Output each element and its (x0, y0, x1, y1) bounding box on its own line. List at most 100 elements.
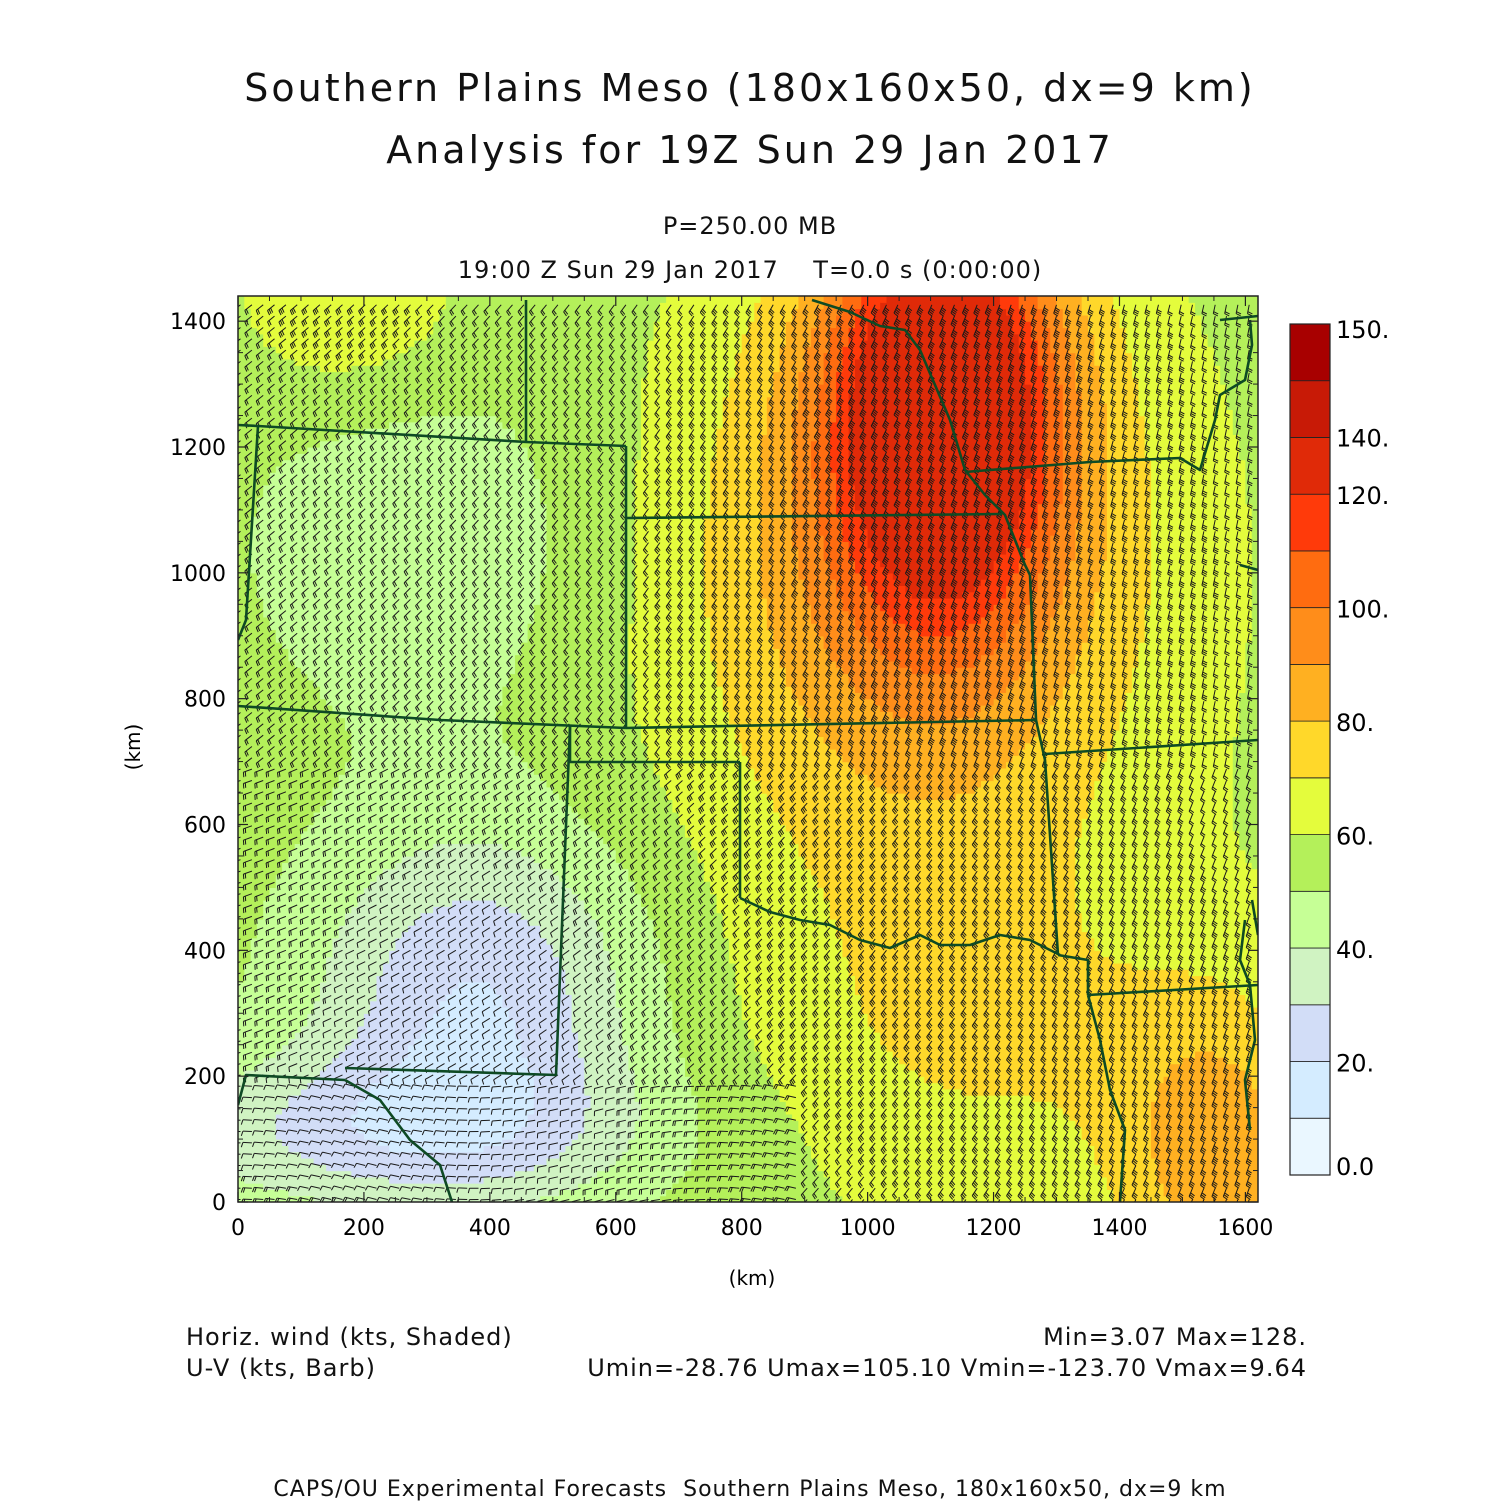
field-cell (295, 434, 302, 441)
field-cell (244, 1189, 251, 1196)
field-cell (307, 988, 314, 995)
field-cell (307, 787, 314, 794)
field-cell (295, 353, 302, 360)
field-cell (332, 1070, 339, 1077)
field-cell (238, 321, 245, 328)
field-cell (276, 957, 283, 964)
field-cell (307, 1001, 314, 1008)
field-cell (257, 806, 264, 813)
field-cell (270, 1051, 277, 1058)
field-cell (251, 642, 258, 649)
field-cell (295, 579, 302, 586)
field-cell (276, 296, 283, 303)
field-cell (307, 447, 314, 454)
field-cell (332, 598, 339, 605)
field-cell (332, 1013, 339, 1020)
field-cell (270, 944, 277, 951)
field-cell (282, 932, 289, 939)
field-cell (282, 636, 289, 643)
field-cell (282, 906, 289, 913)
field-cell (251, 346, 258, 353)
field-cell (270, 963, 277, 970)
field-cell (276, 1089, 283, 1096)
field-cell (257, 774, 264, 781)
field-cell (251, 957, 258, 964)
field-cell (270, 598, 277, 605)
field-cell (326, 1057, 333, 1064)
field-cell (295, 856, 302, 863)
field-cell (332, 1145, 339, 1152)
field-cell (276, 1189, 283, 1196)
field-cell (282, 774, 289, 781)
field-cell (251, 787, 258, 794)
field-cell (238, 736, 245, 743)
field-cell (263, 611, 270, 618)
field-cell (326, 485, 333, 492)
field-cell (307, 850, 314, 857)
field-cell (295, 913, 302, 920)
field-cell (295, 1145, 302, 1152)
field-cell (320, 296, 327, 303)
field-cell (307, 296, 314, 303)
field-cell (301, 541, 308, 548)
field-cell (307, 674, 314, 681)
field-cell (332, 831, 339, 838)
field-cell (295, 799, 302, 806)
field-cell (238, 397, 245, 404)
field-cell (301, 460, 308, 467)
field-cell (295, 969, 302, 976)
field-cell (314, 1057, 321, 1064)
field-cell (257, 831, 264, 838)
field-cell (295, 378, 302, 385)
field-cell (270, 932, 277, 939)
field-cell (244, 1145, 251, 1152)
field-cell (295, 692, 302, 699)
field-cell (270, 1127, 277, 1134)
field-cell (238, 428, 245, 435)
field-cell (238, 434, 245, 441)
field-cell (320, 1089, 327, 1096)
field-cell (307, 642, 314, 649)
field-cell (326, 774, 333, 781)
field-cell (295, 623, 302, 630)
field-cell (238, 648, 245, 655)
field-cell (314, 296, 321, 303)
field-cell (295, 1026, 302, 1033)
field-cell (326, 818, 333, 825)
field-cell (257, 875, 264, 882)
field-cell (307, 334, 314, 341)
field-cell (282, 762, 289, 769)
field-cell (270, 315, 277, 322)
field-cell (332, 774, 339, 781)
field-cell (282, 296, 289, 303)
field-cell (314, 976, 321, 983)
field-cell (326, 1133, 333, 1140)
field-cell (282, 806, 289, 813)
field-cell (307, 592, 314, 599)
field-cell (307, 762, 314, 769)
field-cell (295, 567, 302, 574)
field-cell (251, 699, 258, 706)
field-cell (295, 315, 302, 322)
field-cell (270, 1020, 277, 1027)
field-cell (276, 315, 283, 322)
field-cell (295, 680, 302, 687)
field-cell (238, 718, 245, 725)
field-cell (282, 302, 289, 309)
field-cell (276, 1101, 283, 1108)
field-cell (320, 529, 327, 536)
field-cell (295, 491, 302, 498)
field-cell (276, 1145, 283, 1152)
field-cell (251, 302, 258, 309)
field-cell (270, 1057, 277, 1064)
field-cell (276, 1127, 283, 1134)
field-cell (295, 718, 302, 725)
field-cell (332, 630, 339, 637)
field-cell (238, 680, 245, 687)
field-cell (257, 1158, 264, 1165)
field-cell (307, 699, 314, 706)
field-cell (307, 887, 314, 894)
field-cell (326, 1145, 333, 1152)
field-cell (282, 699, 289, 706)
field-cell (238, 372, 245, 379)
